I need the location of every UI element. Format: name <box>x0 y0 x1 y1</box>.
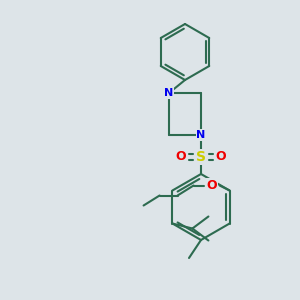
Text: N: N <box>164 88 174 98</box>
Text: O: O <box>206 179 217 192</box>
Text: O: O <box>216 151 226 164</box>
Text: N: N <box>196 130 206 140</box>
Text: O: O <box>176 151 186 164</box>
Text: S: S <box>196 150 206 164</box>
